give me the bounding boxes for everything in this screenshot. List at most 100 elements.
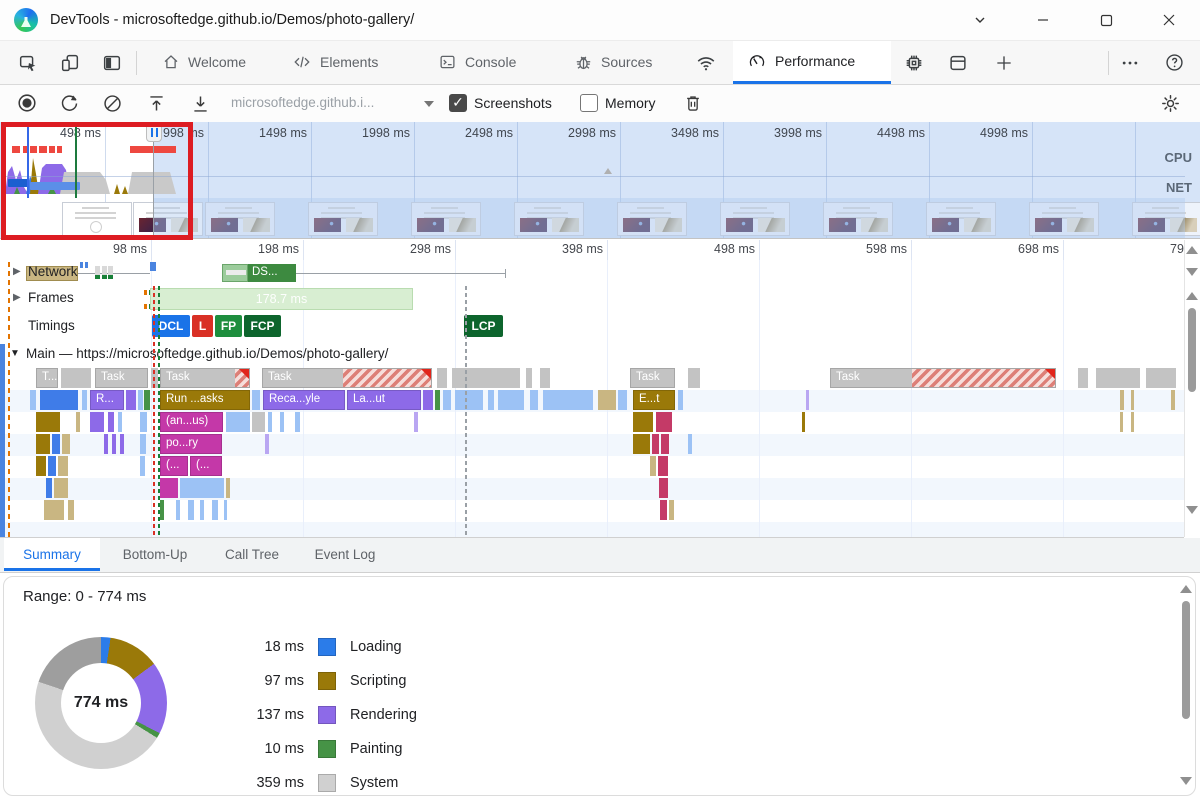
flame-bar-small[interactable] bbox=[660, 500, 667, 520]
flame-bar-small[interactable] bbox=[455, 390, 483, 410]
tab-performance[interactable]: Performance bbox=[733, 41, 891, 84]
flame-bar[interactable]: Run ...asks bbox=[160, 390, 250, 410]
minimize-icon[interactable] bbox=[1021, 0, 1065, 40]
flame-bar-small[interactable] bbox=[62, 434, 70, 454]
flame-bar[interactable]: La...ut bbox=[347, 390, 421, 410]
flame-bar-small[interactable] bbox=[112, 434, 116, 454]
scroll-up-icon[interactable] bbox=[1180, 585, 1192, 593]
flame-bar-small[interactable] bbox=[414, 412, 418, 432]
scroll-down-icon[interactable] bbox=[1186, 506, 1198, 514]
flame-bar-small[interactable] bbox=[452, 368, 520, 388]
flame-bar-small[interactable] bbox=[659, 478, 668, 498]
chevron-down-icon[interactable] bbox=[424, 101, 434, 107]
flame-bar-small[interactable] bbox=[802, 412, 805, 432]
scrollbar-thumb[interactable] bbox=[1188, 308, 1196, 392]
trash-icon[interactable] bbox=[676, 87, 710, 119]
flame-bar-small[interactable] bbox=[252, 390, 260, 410]
flame-bar-small[interactable] bbox=[598, 390, 616, 410]
network-request-bar[interactable] bbox=[26, 266, 78, 281]
network-request-bar[interactable] bbox=[108, 266, 113, 279]
flame-bar[interactable]: (... bbox=[190, 456, 222, 476]
flame-bar-small[interactable] bbox=[435, 390, 440, 410]
flame-bar[interactable]: R... bbox=[90, 390, 124, 410]
tab-event-log[interactable]: Event Log bbox=[314, 547, 376, 562]
flame-bar[interactable]: (... bbox=[160, 456, 188, 476]
timing-badge[interactable]: DCL bbox=[152, 315, 190, 337]
panel-layout-icon[interactable] bbox=[94, 46, 130, 79]
flame-bar-small[interactable] bbox=[530, 390, 538, 410]
flame-bar-small[interactable] bbox=[633, 412, 653, 432]
flame-bar-small[interactable] bbox=[68, 500, 74, 520]
scroll-down-icon[interactable] bbox=[1180, 777, 1192, 785]
flame-bar-small[interactable] bbox=[36, 412, 60, 432]
profile-select[interactable]: microsoftedge.github.i... bbox=[231, 95, 375, 110]
screenshot-thumbnail[interactable] bbox=[308, 202, 378, 236]
network-request-bar[interactable] bbox=[85, 262, 88, 268]
layers-icon[interactable] bbox=[940, 46, 976, 79]
flame-bar-small[interactable] bbox=[46, 478, 52, 498]
tab-summary[interactable]: Summary bbox=[4, 538, 100, 571]
screenshot-thumbnail[interactable] bbox=[1029, 202, 1099, 236]
flame-bar[interactable]: Task bbox=[95, 368, 148, 388]
upload-icon[interactable] bbox=[139, 87, 173, 119]
flame-bar-small[interactable] bbox=[48, 456, 56, 476]
flame-bar-small[interactable] bbox=[661, 434, 669, 454]
main-collapse-icon[interactable]: ▼ bbox=[10, 348, 20, 359]
network-request-bar[interactable] bbox=[150, 262, 156, 271]
flame-bar-small[interactable] bbox=[212, 500, 218, 520]
timeline-overview[interactable]: 498 ms 998 ms 1498 ms 1998 ms 2498 ms 2998 ms… bbox=[0, 122, 1200, 240]
flame-bar[interactable]: (an...us) bbox=[160, 412, 223, 432]
flame-bar-small[interactable] bbox=[180, 478, 224, 498]
timing-badge[interactable]: L bbox=[192, 315, 213, 337]
flame-bar-small[interactable] bbox=[1171, 390, 1175, 410]
flame-bar-small[interactable] bbox=[1078, 368, 1088, 388]
close-icon[interactable] bbox=[1147, 0, 1191, 40]
screenshot-thumbnail[interactable] bbox=[617, 202, 687, 236]
tab-elements[interactable]: Elements bbox=[278, 41, 392, 83]
flame-bar-small[interactable] bbox=[82, 390, 87, 410]
flame-bar-small[interactable] bbox=[1131, 390, 1134, 410]
network-request-bar[interactable] bbox=[95, 266, 100, 279]
flame-bar-small[interactable] bbox=[176, 500, 180, 520]
flame-bar-small[interactable] bbox=[30, 390, 36, 410]
flame-bar-small[interactable] bbox=[126, 390, 136, 410]
gear-icon[interactable] bbox=[1153, 87, 1187, 119]
flame-bar-small[interactable] bbox=[650, 456, 656, 476]
help-icon[interactable] bbox=[1156, 46, 1192, 79]
screenshot-thumbnail[interactable] bbox=[62, 202, 132, 236]
flame-bar[interactable]: T... bbox=[36, 368, 58, 388]
flame-bar-small[interactable] bbox=[61, 368, 91, 388]
flame-bar-small[interactable] bbox=[806, 390, 809, 410]
device-emulation-icon[interactable] bbox=[52, 46, 88, 79]
flame-bar-small[interactable] bbox=[688, 434, 692, 454]
flame-bar-small[interactable] bbox=[658, 456, 668, 476]
flame-bar-small[interactable] bbox=[543, 390, 593, 410]
download-icon[interactable] bbox=[183, 87, 217, 119]
flame-bar-small[interactable] bbox=[268, 412, 272, 432]
flame-bar-small[interactable] bbox=[120, 434, 124, 454]
tab-console[interactable]: Console bbox=[424, 41, 530, 83]
scroll-up-icon[interactable] bbox=[1186, 292, 1198, 300]
flame-bar-small[interactable] bbox=[108, 412, 114, 432]
flame-bar-small[interactable] bbox=[140, 456, 145, 476]
flame-bar-small[interactable] bbox=[138, 390, 143, 410]
flame-bar[interactable]: Task bbox=[160, 368, 250, 388]
network-request-bar[interactable] bbox=[80, 262, 83, 268]
scrollbar-thumb[interactable] bbox=[1182, 601, 1190, 719]
flame-bar-small[interactable] bbox=[423, 390, 433, 410]
flame-bar-small[interactable] bbox=[280, 412, 284, 432]
flame-bar-small[interactable] bbox=[200, 500, 204, 520]
flame-bar-small[interactable] bbox=[226, 478, 230, 498]
flame-bar-small[interactable] bbox=[58, 456, 68, 476]
reload-icon[interactable] bbox=[52, 87, 86, 119]
screenshot-thumbnail[interactable] bbox=[205, 202, 275, 236]
flame-bar-small[interactable] bbox=[1120, 412, 1123, 432]
flame-bar[interactable]: Task bbox=[630, 368, 675, 388]
flame-bar-small[interactable] bbox=[488, 390, 494, 410]
inspect-icon[interactable] bbox=[10, 46, 46, 79]
network-request-bar[interactable]: DS... bbox=[248, 264, 296, 282]
flame-bar-small[interactable] bbox=[295, 412, 300, 432]
flame-bar-small[interactable] bbox=[498, 390, 524, 410]
flame-bar-small[interactable] bbox=[188, 500, 194, 520]
screenshot-thumbnail[interactable] bbox=[926, 202, 996, 236]
